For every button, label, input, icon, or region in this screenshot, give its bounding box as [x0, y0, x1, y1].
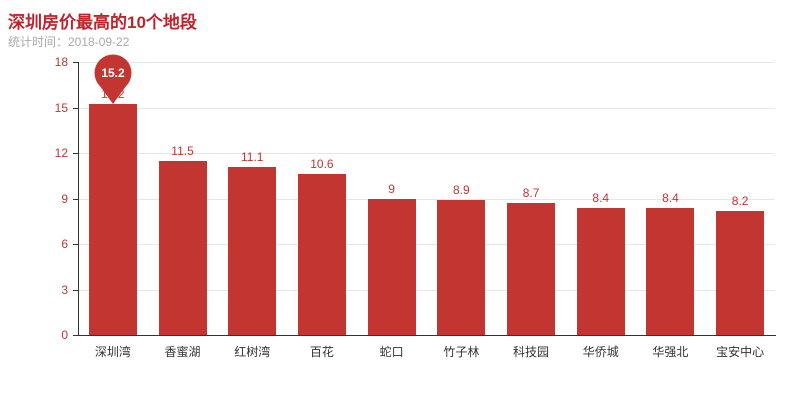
bar-value-label: 9: [388, 181, 395, 196]
y-axis-tick: [73, 153, 78, 154]
y-axis-tick: [73, 62, 78, 63]
bar-value-label: 11.5: [171, 143, 194, 158]
bar-value-label: 11.1: [241, 149, 264, 164]
y-axis-line: [78, 62, 79, 335]
pin-icon: [99, 86, 126, 105]
y-gridline: [78, 62, 775, 63]
x-axis-label: 深圳湾: [94, 345, 131, 359]
bar-value-label: 10.6: [310, 157, 334, 172]
y-axis-label: 12: [54, 146, 68, 160]
bar[interactable]: [367, 198, 416, 335]
y-axis-label: 0: [61, 328, 68, 342]
bar[interactable]: [88, 104, 137, 335]
x-axis-line: [78, 335, 776, 336]
x-axis-label: 红树湾: [234, 345, 271, 359]
y-gridline: [78, 153, 775, 154]
x-axis-label: 百花: [309, 345, 334, 359]
x-axis-label: 宝安中心: [716, 345, 765, 359]
y-axis-tick: [73, 107, 78, 109]
y-axis-label: 9: [61, 191, 68, 206]
y-axis-tick: [73, 335, 78, 336]
y-axis-label: 18: [54, 55, 68, 69]
y-axis-tick: [73, 289, 78, 291]
bar[interactable]: [646, 207, 695, 335]
x-axis-label: 香蜜湖: [164, 345, 201, 359]
x-axis-label: 华强北: [652, 345, 689, 359]
max-markpoint[interactable]: 15.2: [90, 54, 136, 106]
x-axis-label: 科技园: [513, 345, 550, 359]
x-axis-label: 竹子林: [443, 345, 480, 359]
bar[interactable]: [576, 207, 625, 335]
y-gridline: [78, 107, 775, 109]
y-axis-label: 3: [61, 282, 68, 297]
y-axis-label: 6: [61, 237, 68, 251]
bar[interactable]: [228, 166, 277, 335]
y-axis-tick: [73, 244, 78, 245]
y-axis-tick: [73, 198, 78, 200]
y-axis-label: 15: [54, 100, 68, 115]
bar[interactable]: [297, 174, 346, 335]
bar[interactable]: [507, 203, 556, 335]
bar-value-label: 8.2: [731, 193, 749, 208]
chart-subtitle: 统计时间：2018-09-22: [8, 35, 130, 49]
y-gridline: [78, 198, 775, 200]
bar[interactable]: [158, 160, 207, 335]
bar-value-label: 8.7: [522, 186, 540, 201]
x-axis-label: 华侨城: [582, 345, 619, 359]
x-axis-label: 蛇口: [379, 345, 404, 359]
y-gridline: [78, 244, 775, 245]
svg-text:15.2: 15.2: [101, 66, 125, 80]
bar[interactable]: [437, 200, 486, 335]
bar-value-label: 8.9: [453, 183, 470, 198]
bar-value-label: 8.4: [592, 190, 610, 205]
bar[interactable]: [716, 210, 765, 335]
chart-title: 深圳房价最高的10个地段: [8, 13, 197, 32]
y-gridline: [78, 289, 775, 291]
bar-value-label: 8.4: [662, 190, 679, 205]
